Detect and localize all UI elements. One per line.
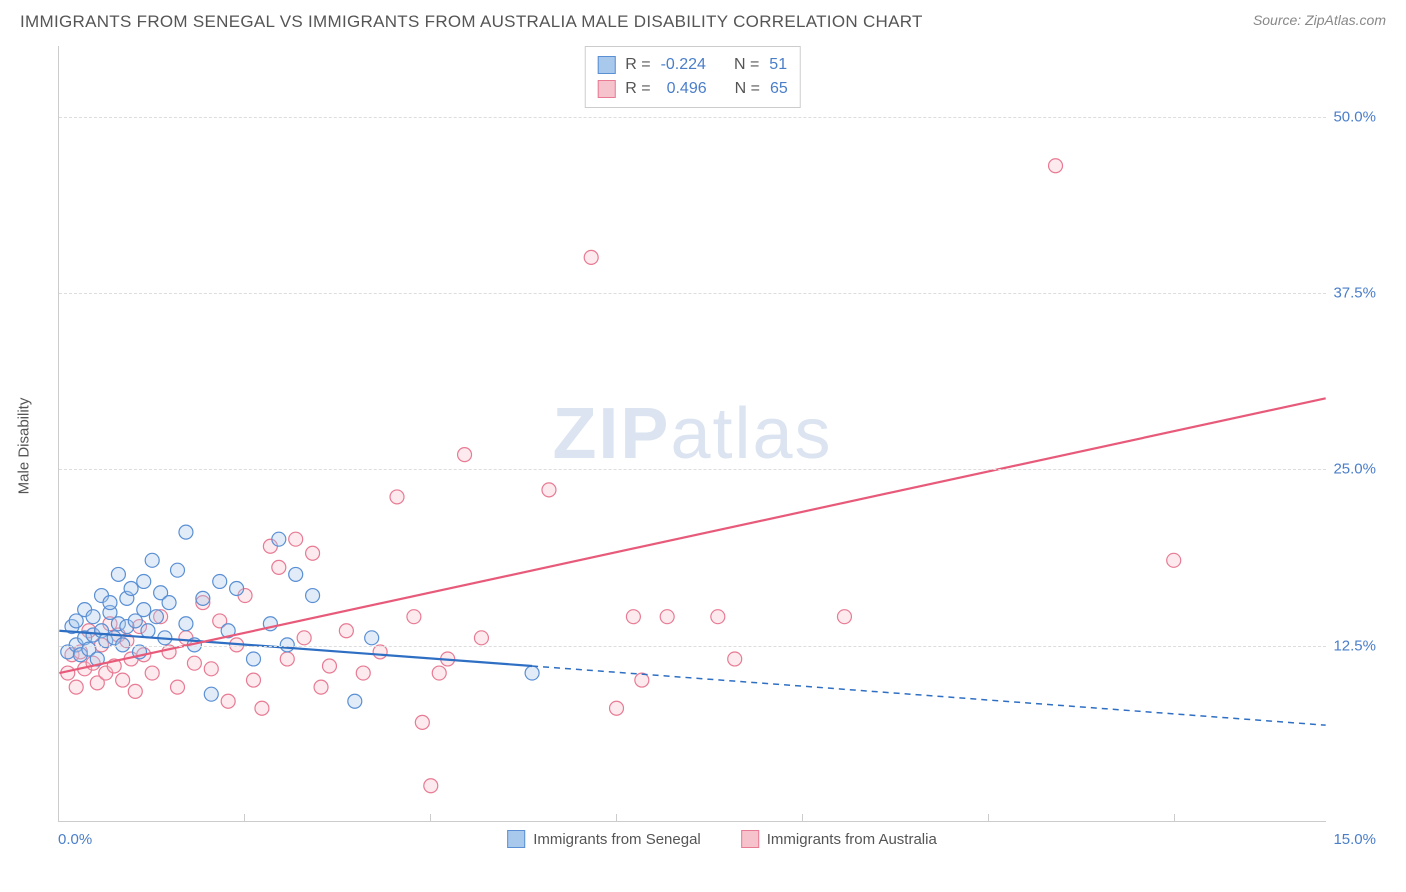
y-axis-label: Male Disability	[16, 398, 33, 495]
x-tick-mark	[802, 814, 803, 822]
r-label: R =	[625, 53, 650, 77]
gridline	[59, 469, 1326, 470]
x-max-label: 15.0%	[1333, 831, 1376, 848]
scatter-plot	[59, 46, 1326, 821]
legend-label-australia: Immigrants from Australia	[767, 831, 937, 848]
series-legend: Immigrants from Senegal Immigrants from …	[507, 830, 937, 848]
x-tick-mark	[58, 814, 59, 822]
plot-area: ZIPatlas R = -0.224 N = 51 R = 0.496 N =…	[58, 46, 1326, 822]
x-tick-mark	[430, 814, 431, 822]
swatch-australia	[741, 830, 759, 848]
stats-row-australia: R = 0.496 N = 65	[597, 77, 788, 101]
n-label: N =	[735, 77, 760, 101]
legend-item-senegal: Immigrants from Senegal	[507, 830, 701, 848]
chart-container: ZIPatlas R = -0.224 N = 51 R = 0.496 N =…	[58, 46, 1386, 852]
stats-legend: R = -0.224 N = 51 R = 0.496 N = 65	[584, 46, 801, 108]
r-label: R =	[625, 77, 650, 101]
y-tick-label: 25.0%	[1333, 461, 1376, 478]
r-value-australia: 0.496	[661, 77, 707, 101]
gridline	[59, 293, 1326, 294]
legend-label-senegal: Immigrants from Senegal	[533, 831, 701, 848]
y-tick-label: 50.0%	[1333, 108, 1376, 125]
gridline	[59, 646, 1326, 647]
gridline	[59, 117, 1326, 118]
x-min-label: 0.0%	[58, 831, 92, 848]
n-value-australia: 65	[770, 77, 788, 101]
stats-row-senegal: R = -0.224 N = 51	[597, 53, 788, 77]
chart-title: IMMIGRANTS FROM SENEGAL VS IMMIGRANTS FR…	[20, 12, 923, 32]
x-tick-mark	[616, 814, 617, 822]
x-tick-mark	[1174, 814, 1175, 822]
x-tick-mark	[988, 814, 989, 822]
y-tick-label: 37.5%	[1333, 284, 1376, 301]
n-value-senegal: 51	[769, 53, 787, 77]
legend-item-australia: Immigrants from Australia	[741, 830, 937, 848]
r-value-senegal: -0.224	[661, 53, 706, 77]
source-attribution: Source: ZipAtlas.com	[1253, 12, 1386, 28]
swatch-senegal	[597, 56, 615, 74]
swatch-australia	[597, 80, 615, 98]
n-label: N =	[734, 53, 759, 77]
swatch-senegal	[507, 830, 525, 848]
x-tick-mark	[244, 814, 245, 822]
y-tick-label: 12.5%	[1333, 637, 1376, 654]
